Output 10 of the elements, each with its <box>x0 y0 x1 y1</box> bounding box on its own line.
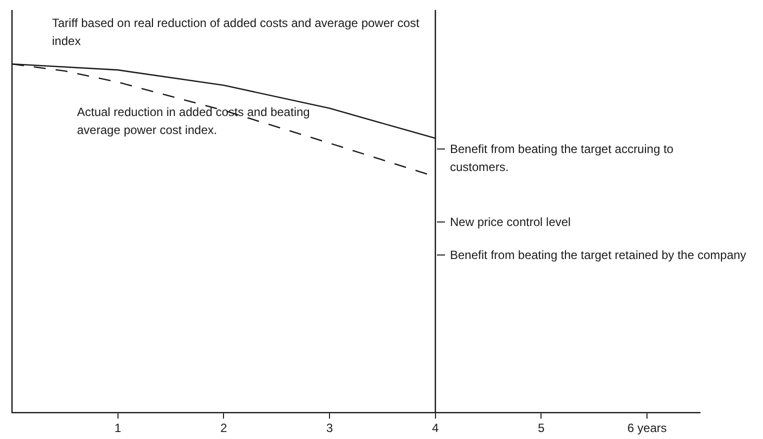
annotation: Benefit from beating the target accruing to customers. <box>450 141 674 176</box>
x-tick-label: 5 <box>538 421 545 436</box>
x-tick-label: 2 <box>220 421 228 436</box>
annotation: Benefit from beating the target retained by the company <box>450 247 748 264</box>
x-tick-label: 6 years <box>627 421 667 436</box>
x-tick-label: 1 <box>114 421 122 436</box>
x-tick-label: 4 <box>432 421 440 436</box>
text: Tariff based on real reduction of added costs and average power cost index <box>52 15 420 50</box>
annotation: New price control level <box>450 214 572 231</box>
x-tick-label: 3 <box>326 421 334 436</box>
